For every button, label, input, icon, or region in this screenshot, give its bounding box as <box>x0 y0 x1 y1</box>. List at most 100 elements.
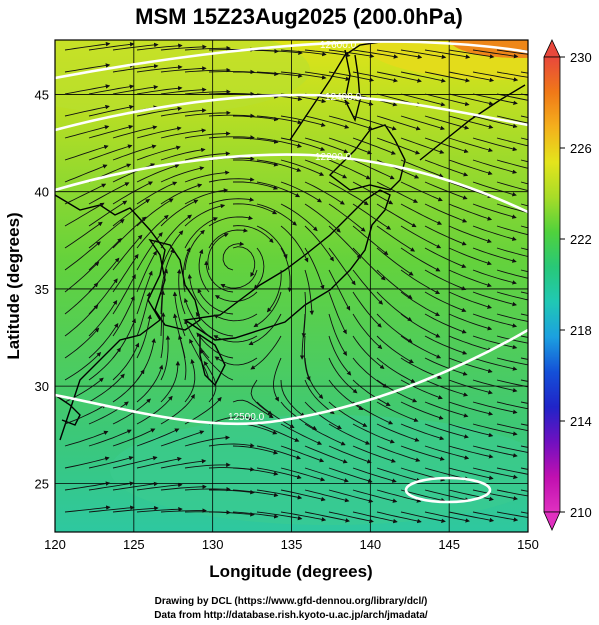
streamline <box>208 91 255 97</box>
streamline <box>448 203 493 221</box>
streamline <box>88 124 134 139</box>
streamline <box>160 335 171 381</box>
streamline <box>196 332 234 359</box>
streamline <box>250 335 282 370</box>
streamline <box>256 467 302 480</box>
streamline <box>136 43 183 51</box>
streamline <box>376 269 413 299</box>
streamline <box>424 71 470 83</box>
streamline <box>496 49 528 55</box>
streamline <box>184 203 226 227</box>
streamline <box>376 203 417 228</box>
streamline <box>472 445 518 458</box>
streamline <box>496 159 528 169</box>
streamline <box>198 249 210 293</box>
streamline <box>448 313 493 331</box>
streamline <box>352 379 391 406</box>
streamline <box>328 159 371 180</box>
y-tick-label: 25 <box>35 476 49 491</box>
wind-streamlines <box>64 41 528 524</box>
streamline <box>472 357 518 371</box>
streamline <box>328 181 369 206</box>
streamline <box>208 215 253 227</box>
streamline <box>64 41 111 51</box>
streamline <box>472 291 517 307</box>
streamline <box>184 229 205 271</box>
streamline <box>232 467 279 476</box>
colorbar-tick-label: 222 <box>570 232 592 247</box>
streamline <box>112 342 140 381</box>
streamline <box>280 423 323 445</box>
coastline-primorye <box>289 41 381 141</box>
streamline <box>496 313 528 322</box>
streamline <box>112 481 159 491</box>
streamline <box>304 467 349 483</box>
streamline <box>112 253 139 293</box>
streamline <box>172 291 186 337</box>
streamline <box>376 335 414 364</box>
streamline <box>183 297 210 337</box>
streamline <box>352 445 396 463</box>
streamline <box>424 181 468 200</box>
streamline <box>496 93 528 101</box>
streamline <box>64 304 99 337</box>
streamline <box>160 312 166 359</box>
streamline <box>376 247 414 276</box>
streamline <box>328 203 366 232</box>
coastline-kuril <box>419 84 526 161</box>
streamline <box>496 247 528 257</box>
streamline <box>448 71 495 83</box>
streamline <box>256 511 303 521</box>
streamline <box>182 247 191 293</box>
coastline-china <box>55 194 166 441</box>
streamline <box>328 511 374 524</box>
y-tick-label: 30 <box>35 379 49 394</box>
streamline <box>160 87 207 95</box>
colorbar-ticks: 230 226 222 218 214 210 <box>560 50 592 520</box>
streamline <box>496 489 528 497</box>
streamline <box>472 423 518 436</box>
streamline <box>400 313 441 338</box>
streamline <box>280 159 325 176</box>
streamline <box>88 278 118 315</box>
streamline <box>472 313 518 328</box>
streamline <box>328 335 352 376</box>
streamline <box>472 159 518 174</box>
streamline <box>352 401 394 425</box>
streamline <box>472 335 518 350</box>
streamline <box>448 423 494 438</box>
streamline <box>496 401 528 410</box>
streamline <box>400 401 444 420</box>
streamline <box>208 228 248 249</box>
streamline <box>424 225 467 246</box>
streamline <box>376 291 413 322</box>
streamline <box>328 71 375 82</box>
streamline <box>352 225 389 256</box>
streamline <box>328 225 362 259</box>
streamline <box>136 250 157 293</box>
streamline <box>448 489 494 502</box>
streamline <box>472 467 518 480</box>
streamline <box>472 247 517 263</box>
streamline <box>448 401 494 416</box>
streamline <box>299 313 306 360</box>
streamline <box>400 203 443 225</box>
streamline <box>208 511 255 517</box>
height-contours <box>55 40 528 504</box>
streamline <box>233 71 279 77</box>
streamline <box>400 115 445 131</box>
streamline <box>400 379 443 400</box>
streamline <box>160 128 207 139</box>
streamline <box>64 456 110 469</box>
streamline <box>328 423 371 445</box>
streamline <box>424 93 470 107</box>
streamline <box>88 401 129 425</box>
streamline <box>448 137 493 153</box>
streamline <box>112 455 158 469</box>
streamline <box>112 181 154 205</box>
streamline <box>472 203 517 219</box>
streamline <box>184 358 196 403</box>
streamline <box>328 379 364 411</box>
streamline <box>304 181 345 205</box>
cool-region-south <box>110 415 528 525</box>
